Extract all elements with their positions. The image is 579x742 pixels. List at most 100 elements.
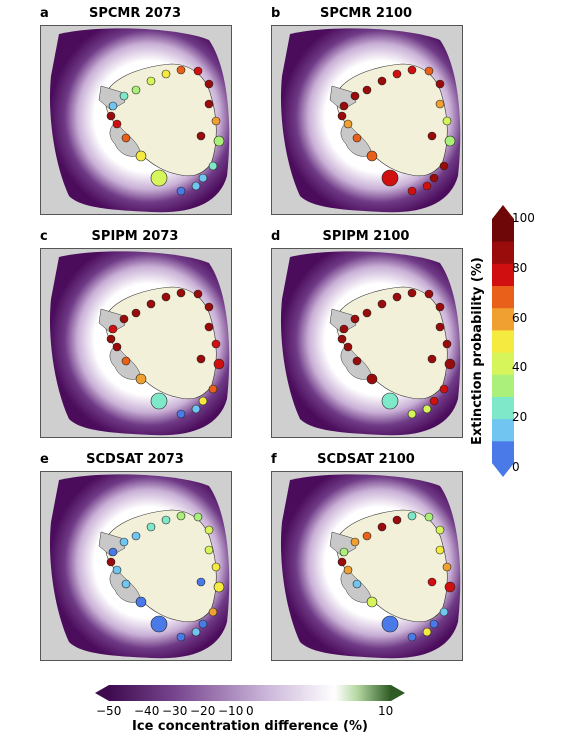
colony-marker (146, 76, 156, 86)
tick-label: 20 (512, 410, 528, 424)
colony-marker (339, 101, 349, 111)
colony-marker (343, 565, 353, 575)
colony-marker (112, 565, 122, 575)
colorbar-segment (492, 396, 514, 420)
colony-marker (362, 531, 372, 541)
map-panel (40, 248, 232, 438)
colony-marker (119, 314, 129, 324)
colony-marker (191, 181, 201, 191)
tick-label: 40 (512, 360, 528, 374)
antarctica-map (49, 251, 230, 436)
colony-marker (444, 358, 456, 370)
colony-marker (204, 79, 214, 89)
colony-marker (439, 384, 449, 394)
colony-marker (106, 557, 116, 567)
colony-marker (119, 91, 129, 101)
colony-marker (435, 302, 445, 312)
ice-shelf (98, 531, 126, 557)
colony-marker (112, 342, 122, 352)
colony-marker (435, 99, 445, 109)
colorbar-segment (492, 307, 514, 331)
colony-marker (196, 354, 206, 364)
colony-marker (435, 79, 445, 89)
colony-marker (121, 356, 131, 366)
panel-letter: a (40, 6, 49, 21)
colony-marker (108, 101, 118, 111)
colorbar-extend-min (95, 685, 109, 701)
colony-marker (213, 581, 225, 593)
colony-marker (208, 384, 218, 394)
ice-colorbar-label: Ice concentration difference (%) (132, 719, 368, 734)
colony-marker (350, 537, 360, 547)
tick-label: −50 (96, 704, 122, 718)
extinction-colorbar-label: Extinction probability (%) (470, 257, 485, 445)
colony-marker (407, 65, 417, 75)
tick-label: −10 (218, 704, 244, 718)
map-panel (40, 25, 232, 215)
colony-marker (350, 91, 360, 101)
colorbar-segment (492, 285, 514, 309)
colony-marker (435, 322, 445, 332)
colony-marker (439, 161, 449, 171)
tick-label: 0 (512, 460, 520, 474)
colony-marker (211, 339, 221, 349)
colorbar-segment (492, 329, 514, 353)
colorbar-segment (492, 352, 514, 375)
panel-title: SCDSAT 2073 (86, 452, 184, 467)
colony-marker (377, 522, 387, 532)
colony-marker (352, 356, 362, 366)
colony-marker (377, 76, 387, 86)
panel-title: SPIPM 2073 (91, 229, 179, 244)
colony-marker (198, 173, 208, 183)
colony-marker (131, 308, 141, 318)
colony-marker (176, 288, 186, 298)
colony-marker (106, 334, 116, 344)
colony-marker (131, 85, 141, 95)
colony-marker (193, 512, 203, 522)
colony-marker (407, 632, 417, 642)
map-panel (271, 248, 463, 438)
colony-marker (366, 373, 378, 385)
antarctica-map (49, 28, 230, 213)
panel-letter: b (271, 6, 281, 21)
colony-marker (161, 292, 171, 302)
colony-marker (193, 66, 203, 76)
colony-marker (112, 119, 122, 129)
colony-marker (381, 169, 399, 187)
colony-marker (429, 173, 439, 183)
colony-marker (196, 131, 206, 141)
colony-marker (135, 150, 147, 162)
colony-marker (424, 289, 434, 299)
colony-marker (352, 133, 362, 143)
tick-label: 100 (512, 211, 535, 225)
colony-marker (204, 322, 214, 332)
colony-marker (121, 133, 131, 143)
colony-marker (121, 579, 131, 589)
antarctica-map (280, 474, 461, 659)
colorbar-segment (492, 241, 514, 264)
tick-label: 80 (512, 261, 528, 275)
colony-marker (176, 511, 186, 521)
tick-label: −30 (162, 704, 188, 718)
colony-marker (343, 342, 353, 352)
colorbar-segment (492, 219, 514, 242)
colony-marker (442, 339, 452, 349)
antarctica-map (49, 474, 230, 659)
ice-shelf (98, 85, 126, 111)
ice-shelf (329, 308, 357, 334)
panel-letter: f (271, 452, 277, 467)
colony-marker (161, 515, 171, 525)
colony-marker (366, 150, 378, 162)
antarctica-map (280, 251, 461, 436)
tick-label: 10 (378, 704, 394, 718)
ice-colorbar (95, 685, 405, 701)
colony-marker (193, 289, 203, 299)
ice-shelf (329, 85, 357, 111)
colony-marker (191, 404, 201, 414)
colony-marker (424, 66, 434, 76)
ice-shelf (98, 308, 126, 334)
colony-marker (392, 515, 402, 525)
colony-marker (208, 607, 218, 617)
colony-marker (337, 111, 347, 121)
colony-marker (435, 525, 445, 535)
